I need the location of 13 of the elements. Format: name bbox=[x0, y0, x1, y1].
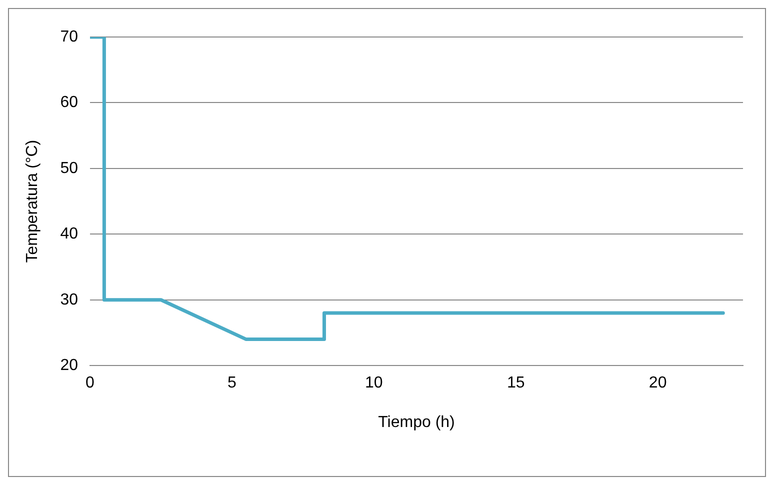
x-tick-label: 0 bbox=[86, 374, 95, 392]
y-tick-label: 30 bbox=[60, 291, 78, 308]
y-tick-label: 50 bbox=[60, 160, 78, 177]
x-tick-label: 20 bbox=[648, 374, 667, 392]
y-tick-label: 70 bbox=[60, 28, 78, 46]
y-tick-label: 40 bbox=[60, 226, 78, 243]
y-axis-title: Temperatura (°C) bbox=[24, 140, 42, 263]
x-tick-label: 5 bbox=[228, 374, 236, 392]
y-tick-label: 20 bbox=[60, 357, 78, 374]
x-tick-label: 15 bbox=[506, 374, 525, 392]
y-tick-label: 60 bbox=[60, 94, 78, 112]
x-tick-label: 10 bbox=[365, 374, 383, 392]
x-axis-title: Tiempo (h) bbox=[378, 414, 455, 431]
